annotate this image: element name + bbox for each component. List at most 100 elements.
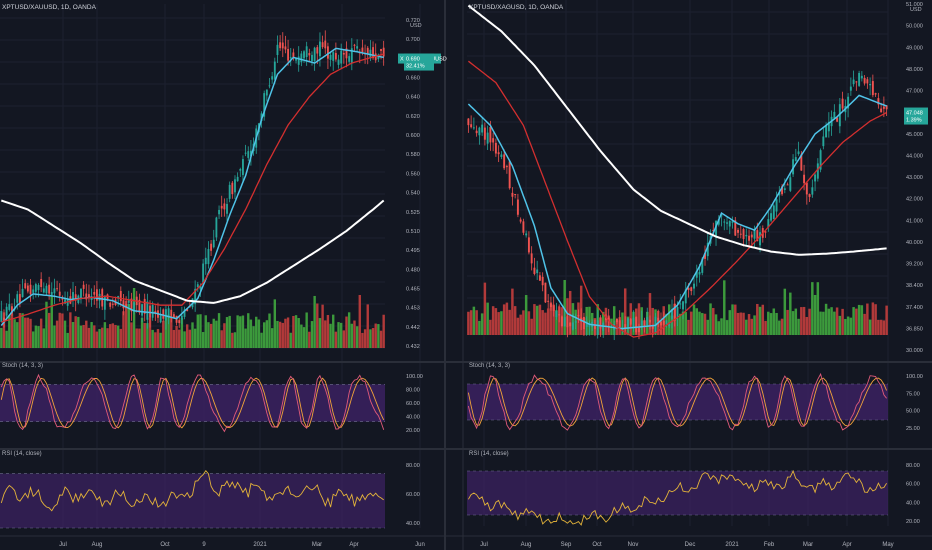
volume-bar (775, 312, 778, 335)
price-tick-label: 0.432 (406, 344, 420, 350)
volume-bar (278, 321, 282, 348)
volume-bar (535, 305, 539, 335)
candle-body (682, 301, 684, 310)
price-tick-label: 48.000 (906, 67, 923, 73)
x-tick-label: 9 (202, 542, 206, 548)
volume-bar (82, 324, 85, 348)
candle-body (130, 298, 133, 312)
candle-body (731, 221, 734, 223)
candle-body (361, 47, 364, 53)
volume-bar (199, 314, 202, 348)
volume-bar (164, 316, 168, 348)
candle-body (228, 184, 231, 199)
candle-body (772, 205, 775, 219)
price-tick-label: 0.700 (406, 37, 420, 43)
volume-bar (668, 304, 671, 335)
price-tick-label: 43.000 (906, 175, 923, 181)
x-tick-label: 2021 (725, 542, 739, 548)
volume-bar (717, 321, 721, 335)
rsi-label: RSI (14, close) (2, 451, 42, 457)
volume-bar (500, 311, 503, 335)
volume-bar (712, 308, 715, 335)
volume-bar (723, 280, 726, 335)
stoch-tick-label: 100.00 (906, 374, 923, 380)
candle-body (380, 49, 382, 51)
volume-bar (819, 311, 822, 335)
candle-body (11, 306, 13, 314)
volume-bar (154, 332, 157, 348)
chart-title: XPTUSD/XAGUSD, 1D, OANDA (469, 4, 564, 11)
candle-body (74, 294, 77, 301)
volume-bar (289, 332, 292, 348)
candle-body (29, 284, 32, 295)
volume-bar (874, 304, 877, 335)
candle-body (231, 182, 234, 195)
volume-bar (753, 315, 756, 335)
candle-body (109, 302, 112, 307)
candle-body (516, 199, 519, 215)
candle-body (337, 59, 340, 65)
price-tick-label: 39.200 (906, 262, 923, 268)
candle-body (159, 314, 162, 323)
volume-bar (225, 317, 229, 348)
volume-bar (533, 304, 536, 335)
x-tick-label: Aug (521, 542, 532, 548)
candle-body (797, 151, 800, 155)
volume-bar (167, 314, 170, 348)
candle-body (593, 325, 596, 329)
volume-bar (353, 320, 356, 348)
volume-bar (101, 327, 104, 348)
last-price-change: 32.41% (406, 64, 425, 70)
volume-bar (830, 307, 833, 335)
candle-body (273, 61, 276, 80)
volume-bar (681, 311, 685, 335)
candle-body (151, 304, 154, 318)
volume-bar (294, 315, 298, 348)
candle-body (715, 220, 717, 238)
candle-body (687, 287, 690, 290)
candle-body (40, 278, 43, 288)
candle-body (165, 309, 167, 321)
volume-bar (679, 313, 682, 335)
candle-body (825, 125, 828, 138)
candle-body (665, 320, 668, 324)
rsi-tick-label: 60.00 (906, 482, 920, 488)
candle-body (544, 282, 547, 303)
volume-bar (491, 306, 495, 335)
rsi-tick-label: 20.00 (906, 519, 920, 525)
candle-body (340, 50, 343, 64)
candle-body (8, 304, 11, 310)
price-tick-label: 50.000 (906, 24, 923, 30)
candle-body (122, 300, 125, 309)
stoch-tick-label: 25.00 (906, 426, 920, 432)
candle-body (538, 275, 541, 281)
x-tick-label: Aug (92, 542, 103, 548)
volume-bar (302, 327, 306, 348)
volume-bar (472, 306, 476, 335)
volume-bar (87, 327, 91, 348)
ma-fast-line (467, 94, 887, 330)
candle-body (101, 289, 104, 307)
volume-bar (185, 324, 189, 348)
volume-bar (347, 312, 351, 348)
x-tick-label: Mar (312, 542, 322, 548)
volume-bar (159, 332, 162, 348)
volume-bar (132, 288, 136, 348)
candle-body (244, 152, 247, 154)
volume-bar (871, 302, 875, 335)
candle-body (503, 154, 506, 169)
volume-bar (833, 311, 836, 335)
candle-body (127, 300, 130, 303)
candle-body (662, 320, 665, 325)
volume-bar (800, 307, 803, 335)
candle-body (552, 305, 555, 311)
candles (0, 30, 385, 330)
volume-bar (791, 311, 795, 335)
volume-bar (868, 319, 872, 335)
candle-body (849, 86, 852, 91)
volume-bar (61, 313, 64, 348)
volume-bar (494, 308, 498, 335)
volume-bar (794, 308, 798, 335)
